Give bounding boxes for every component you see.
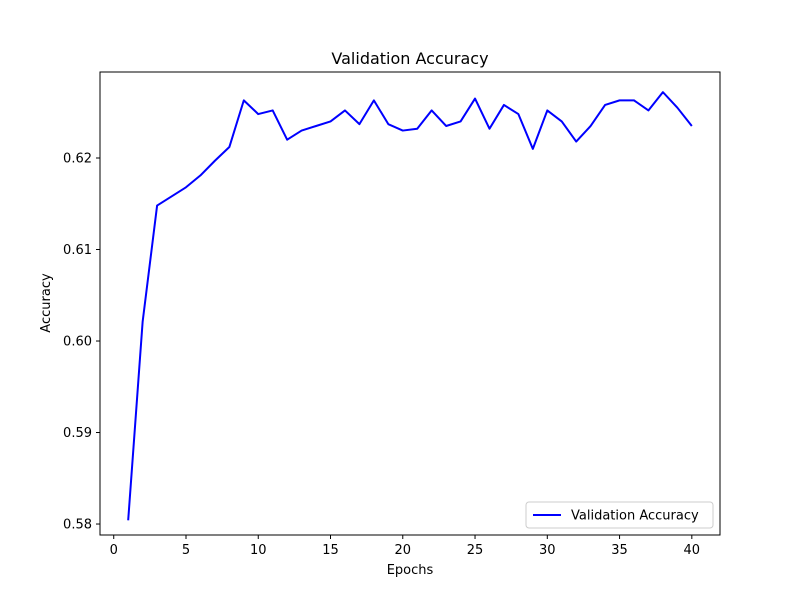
- x-tick-label: 10: [250, 543, 267, 558]
- x-tick-label: 40: [684, 543, 701, 558]
- series-layer: [127, 91, 693, 521]
- x-tick-label: 5: [182, 543, 190, 558]
- plot-area-frame: [99, 71, 721, 536]
- x-tick-label: 20: [395, 543, 412, 558]
- chart-title: Validation Accuracy: [331, 49, 488, 68]
- x-tick-label: 35: [611, 543, 628, 558]
- legend-box: [525, 501, 714, 529]
- x-tick-label: 25: [467, 543, 484, 558]
- y-tick-label: 0.61: [63, 243, 92, 258]
- y-tick-label: 0.58: [63, 518, 92, 533]
- y-tick-label: 0.62: [63, 152, 92, 167]
- x-tick-label: 0: [110, 543, 118, 558]
- legend: Validation Accuracy: [525, 501, 714, 529]
- y-axis-label: Accuracy: [39, 273, 54, 333]
- y-tick-label: 0.59: [63, 426, 92, 441]
- y-tick-label: 0.60: [63, 335, 92, 350]
- x-tick-label: 30: [539, 543, 556, 558]
- axis-ticks: 0 5 10 15 20 25 30 35 40 0.58 0.59 0.60 0.61 0.62: [63, 152, 700, 558]
- x-axis-label: Epochs: [387, 563, 434, 578]
- legend-label: Validation Accuracy: [571, 509, 699, 524]
- series-line-validation-accuracy: [127, 91, 693, 521]
- x-tick-label: 15: [322, 543, 339, 558]
